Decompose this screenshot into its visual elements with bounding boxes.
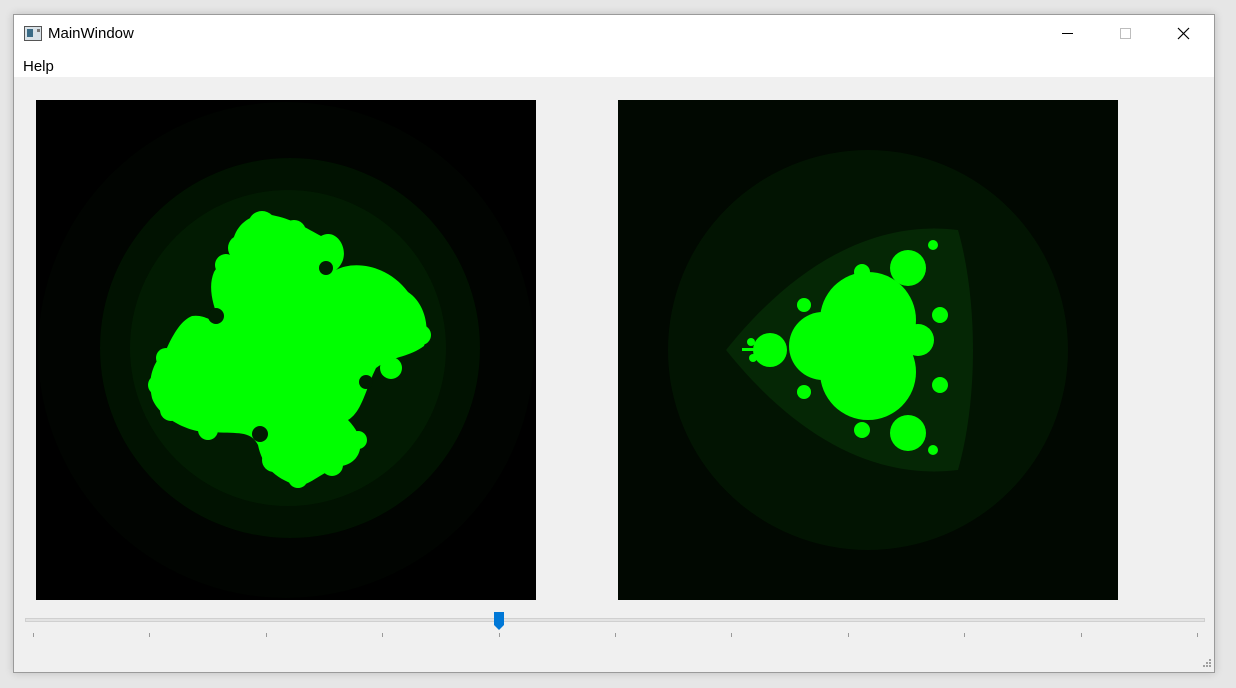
julia-set-image [38,102,534,598]
resize-grip-icon[interactable] [1201,659,1211,669]
slider-tick [33,633,34,637]
close-icon [1177,27,1190,40]
minimize-button[interactable] [1038,15,1096,51]
slider-tick [731,633,733,637]
close-button[interactable] [1154,15,1212,51]
slider-tick [847,633,849,637]
app-window-icon [24,26,42,41]
window-title: MainWindow [48,25,134,42]
menu-bar: Help [14,51,1214,77]
mandelbrot-view[interactable] [618,100,1118,600]
julia-set-view[interactable] [36,100,536,600]
slider-tick [382,633,384,637]
slider-tick [615,633,616,637]
slider-tick [149,633,151,637]
parameter-slider[interactable] [25,612,1205,646]
slider-groove[interactable] [25,618,1205,622]
title-bar[interactable]: MainWindow [14,15,1214,51]
maximize-button[interactable] [1096,15,1154,51]
slider-tick [498,633,500,637]
slider-tick [265,633,267,637]
slider-tick [1197,633,1198,637]
menu-item-help[interactable]: Help [23,58,54,75]
main-window: MainWindow Help [13,14,1215,673]
slider-handle[interactable] [493,612,504,630]
slider-tick [1080,633,1082,637]
slider-tick [964,633,966,637]
mandelbrot-image [668,150,1068,550]
